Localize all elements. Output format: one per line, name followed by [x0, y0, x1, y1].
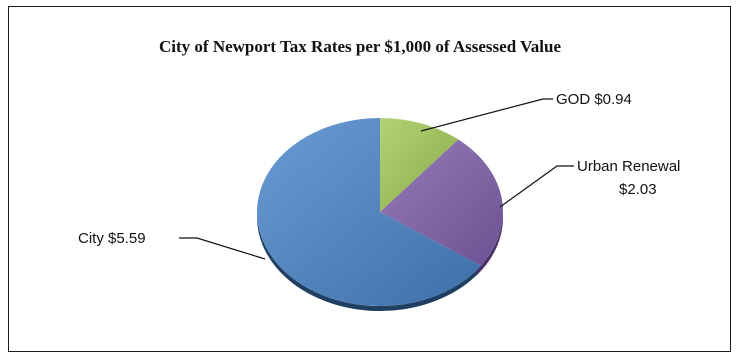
pie-depth-purple [477, 212, 504, 275]
chart-title: City of Newport Tax Rates per $1,000 of … [159, 37, 562, 56]
pie-slice-city [256, 118, 481, 306]
pie-slice-urban-renewal [380, 139, 503, 266]
leader-line-god [420, 98, 553, 132]
leader-line-city [179, 237, 266, 260]
leader-line-urban-renewal [499, 165, 574, 208]
data-label-urban-renewal-value: $2.03 [619, 181, 657, 198]
data-label-urban-renewal-name: Urban Renewal [577, 158, 680, 175]
pie-slice-god [380, 118, 459, 212]
data-label-god: GOD $0.94 [556, 91, 632, 108]
data-label-city: City $5.59 [78, 230, 146, 247]
pie-slices [256, 118, 503, 306]
